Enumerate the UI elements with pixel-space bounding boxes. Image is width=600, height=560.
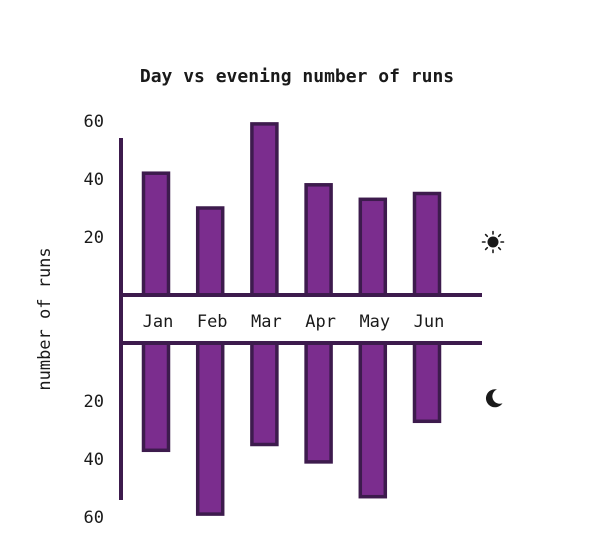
category-label: Mar [251,312,282,332]
bar-day-feb [195,206,225,297]
bar-evening-jan [141,341,171,453]
evening-bars [141,341,442,516]
bar-day-jun [412,191,442,297]
chart-title: Day vs evening number of runs [140,66,454,87]
bar-evening-jun [412,341,442,424]
category-label: Feb [197,312,228,332]
bar-day-jan [141,171,171,297]
category-label: Apr [305,312,336,332]
moon-icon [485,389,503,408]
y-tick-lower: 60 [84,508,104,528]
bar-evening-feb [195,341,225,516]
category-label: Jan [143,312,174,332]
bar-evening-may [358,341,388,499]
day-bars [141,122,442,297]
category-label: May [359,312,390,332]
sun-icon [481,230,505,254]
bar-evening-apr [304,341,333,464]
y-tick-lower: 40 [84,450,104,470]
y-tick-upper: 60 [84,112,104,132]
y-tick-upper: 40 [84,170,104,190]
category-label: Jun [414,312,445,332]
bar-evening-mar [250,341,279,447]
bar-day-may [358,197,388,297]
bar-day-mar [250,122,279,297]
y-tick-labels: 20 20 40 40 60 60 [84,112,104,528]
category-labels: Jan Feb Mar Apr May Jun [143,312,445,332]
bar-day-apr [304,183,333,297]
y-axis-label: number of runs [35,247,55,390]
y-tick-lower: 20 [84,392,104,412]
y-tick-upper: 20 [84,228,104,248]
